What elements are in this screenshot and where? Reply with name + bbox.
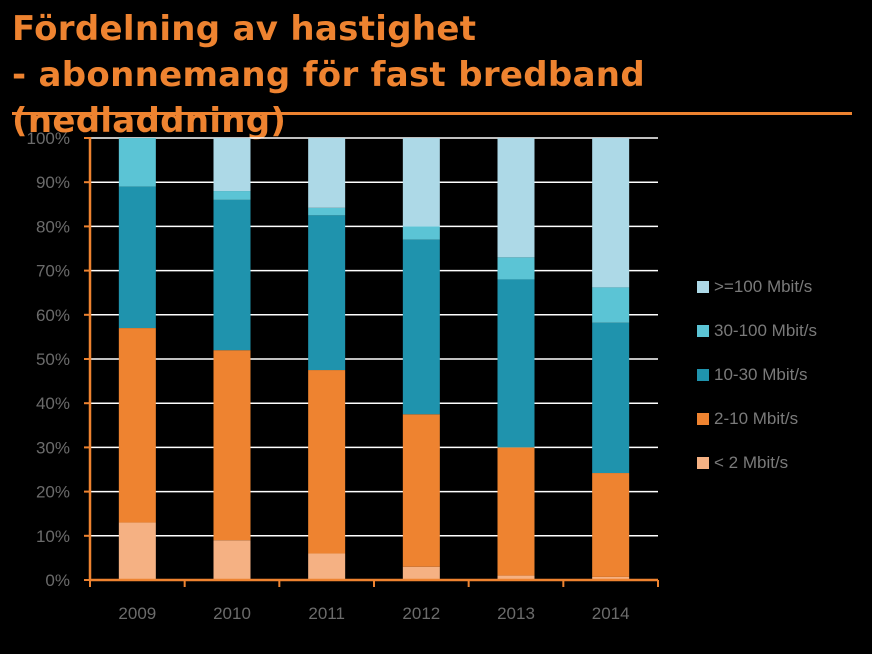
legend-item: >=100 Mbit/s [697,276,817,298]
legend-label: < 2 Mbit/s [714,453,789,472]
bar-segment [402,239,440,415]
legend-label: 2-10 Mbit/s [714,409,799,428]
bar-segment [213,350,251,541]
y-tick-label: 20% [36,483,70,502]
bar-segment [497,575,535,580]
title-line-1: Fördelning av hastighet [12,9,477,49]
y-tick-label: 60% [36,306,70,325]
x-tick-label: 2011 [308,604,345,623]
title-underline [12,112,852,115]
bar-segment [308,370,346,554]
bar-segment [497,279,535,448]
bar-segment [497,447,535,576]
bar-segment [308,215,346,371]
bar-segment [308,553,346,580]
bar-segment [118,522,156,580]
bar-segment [497,138,535,258]
bar-segment [592,287,630,323]
x-tick-label: 2009 [118,604,156,623]
legend-label: >=100 Mbit/s [714,277,813,296]
bar-segment [402,414,440,567]
title-line-2: - abonnemang för fast bredband (nedladdn… [12,55,645,141]
bar-segment [402,566,440,580]
x-tick-label: 2012 [402,604,440,623]
bar-segment [592,576,630,580]
y-tick-label: 30% [36,438,70,457]
bar-segment [118,138,156,187]
legend-label: 30-100 Mbit/s [714,321,817,340]
bar-segment [592,322,630,474]
legend-swatch [697,281,709,293]
y-tick-label: 80% [36,217,70,236]
legend-item: 10-30 Mbit/s [697,364,817,386]
legend-item: 2-10 Mbit/s [697,408,817,430]
legend-swatch [697,413,709,425]
y-tick-label: 10% [36,527,70,546]
chart-title: Fördelning av hastighet - abonnemang för… [12,6,872,144]
bar-segment [213,191,251,200]
bar-segment [592,138,630,288]
bar-segment [213,540,251,580]
y-tick-label: 40% [36,394,70,413]
bar-segment [118,328,156,523]
x-tick-label: 2014 [592,604,630,623]
x-tick-label: 2013 [497,604,535,623]
bar-segment [497,257,535,280]
legend-item: 30-100 Mbit/s [697,320,817,342]
y-tick-label: 70% [36,262,70,281]
bar-segment [592,473,630,577]
bar-segment [402,226,440,240]
legend: >=100 Mbit/s 30-100 Mbit/s 10-30 Mbit/s 2-1… [697,276,817,496]
legend-label: 10-30 Mbit/s [714,365,808,384]
bar-segment [308,207,346,216]
bar-segment [118,186,156,329]
bar-segment [213,138,251,192]
y-tick-label: 0% [45,571,70,590]
bar-segment [308,138,346,208]
legend-swatch [697,457,709,469]
legend-swatch [697,325,709,337]
y-tick-label: 90% [36,173,70,192]
x-tick-label: 2010 [213,604,251,623]
y-tick-label: 50% [36,350,70,369]
legend-swatch [697,369,709,381]
legend-item: < 2 Mbit/s [697,452,817,474]
bar-segment [402,138,440,227]
y-tick-label: 100% [27,129,70,148]
bar-segment [213,199,251,351]
